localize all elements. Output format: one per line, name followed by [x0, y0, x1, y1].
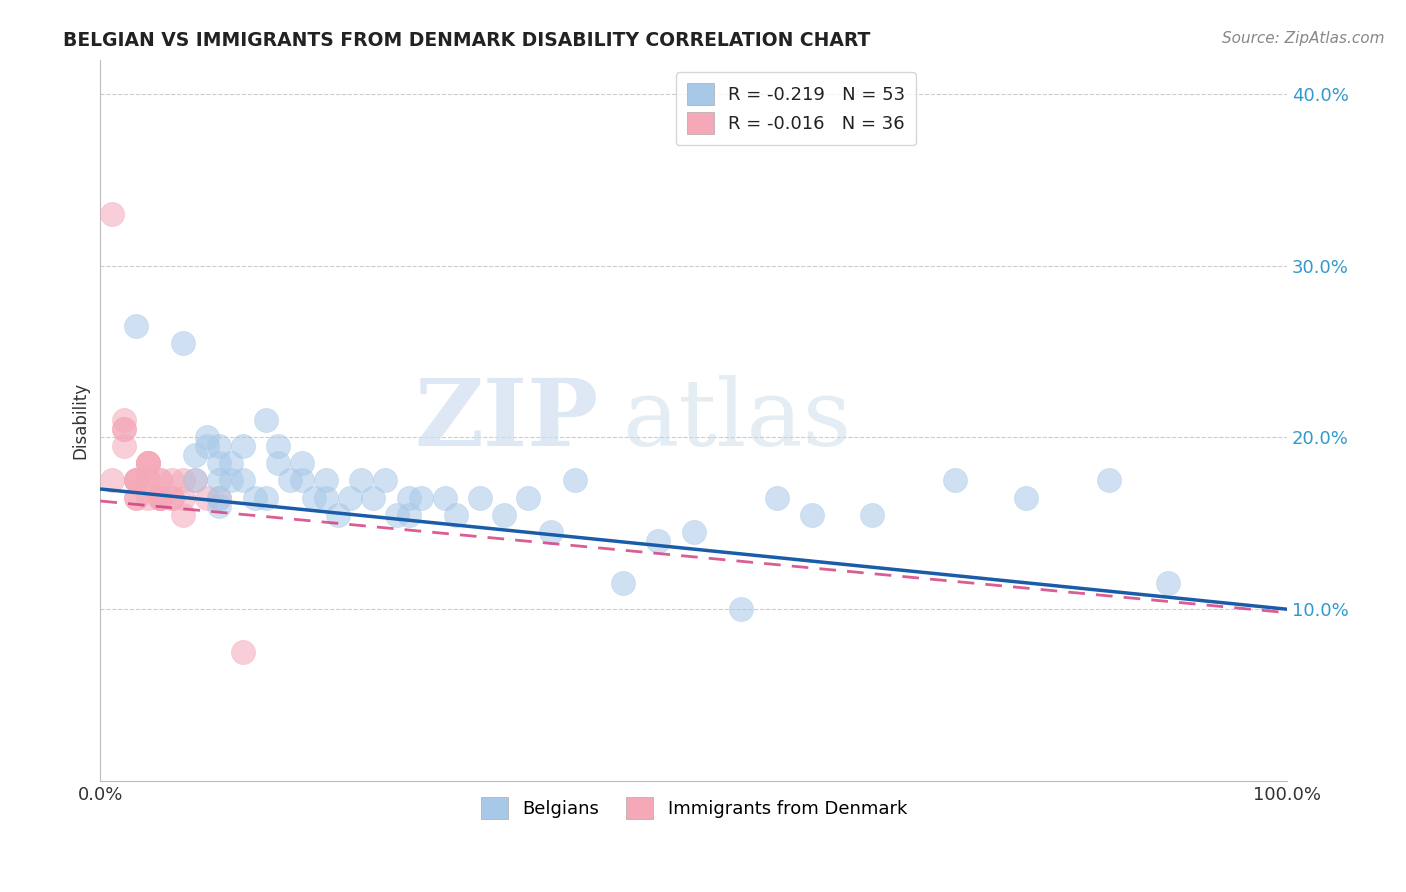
Point — [612, 576, 634, 591]
Point — [1015, 491, 1038, 505]
Point — [149, 491, 172, 505]
Point — [208, 491, 231, 505]
Point — [350, 474, 373, 488]
Text: Source: ZipAtlas.com: Source: ZipAtlas.com — [1222, 31, 1385, 46]
Point — [208, 456, 231, 470]
Point — [315, 491, 337, 505]
Point — [398, 508, 420, 522]
Text: BELGIAN VS IMMIGRANTS FROM DENMARK DISABILITY CORRELATION CHART: BELGIAN VS IMMIGRANTS FROM DENMARK DISAB… — [63, 31, 870, 50]
Point — [291, 474, 314, 488]
Point — [730, 602, 752, 616]
Point — [315, 474, 337, 488]
Point — [125, 474, 148, 488]
Point — [112, 422, 135, 436]
Point — [149, 491, 172, 505]
Point — [112, 422, 135, 436]
Point — [112, 439, 135, 453]
Legend: Belgians, Immigrants from Denmark: Belgians, Immigrants from Denmark — [474, 789, 914, 826]
Point — [446, 508, 468, 522]
Point — [232, 474, 254, 488]
Point — [765, 491, 787, 505]
Point — [136, 456, 159, 470]
Point — [208, 439, 231, 453]
Point — [267, 456, 290, 470]
Point — [125, 474, 148, 488]
Point — [125, 318, 148, 333]
Point — [564, 474, 586, 488]
Text: atlas: atlas — [623, 376, 852, 466]
Point — [172, 336, 194, 351]
Point — [540, 524, 562, 539]
Point — [1098, 474, 1121, 488]
Point — [468, 491, 491, 505]
Point — [492, 508, 515, 522]
Point — [232, 645, 254, 659]
Point — [136, 456, 159, 470]
Point — [398, 491, 420, 505]
Point — [136, 456, 159, 470]
Point — [184, 448, 207, 462]
Point — [1157, 576, 1180, 591]
Point — [256, 491, 278, 505]
Point — [125, 491, 148, 505]
Text: ZIP: ZIP — [415, 376, 599, 466]
Point — [136, 491, 159, 505]
Point — [101, 474, 124, 488]
Point — [125, 491, 148, 505]
Point — [112, 413, 135, 427]
Point — [433, 491, 456, 505]
Point — [208, 474, 231, 488]
Point — [232, 439, 254, 453]
Point — [195, 430, 218, 444]
Point — [195, 439, 218, 453]
Point — [385, 508, 408, 522]
Point — [136, 456, 159, 470]
Point — [172, 491, 194, 505]
Point — [302, 491, 325, 505]
Point — [219, 456, 242, 470]
Point — [256, 413, 278, 427]
Point — [136, 474, 159, 488]
Point — [374, 474, 396, 488]
Point — [184, 474, 207, 488]
Point — [278, 474, 301, 488]
Point — [339, 491, 361, 505]
Point — [516, 491, 538, 505]
Point — [243, 491, 266, 505]
Point — [208, 491, 231, 505]
Point — [160, 491, 183, 505]
Point — [267, 439, 290, 453]
Point — [219, 474, 242, 488]
Point — [172, 508, 194, 522]
Point — [326, 508, 349, 522]
Point — [682, 524, 704, 539]
Point — [195, 491, 218, 505]
Point — [801, 508, 824, 522]
Point — [125, 474, 148, 488]
Point — [149, 474, 172, 488]
Point — [860, 508, 883, 522]
Point — [184, 474, 207, 488]
Point — [101, 207, 124, 221]
Point — [160, 474, 183, 488]
Point — [208, 499, 231, 513]
Y-axis label: Disability: Disability — [72, 382, 89, 458]
Point — [136, 474, 159, 488]
Point — [363, 491, 385, 505]
Point — [149, 474, 172, 488]
Point — [409, 491, 432, 505]
Point — [160, 491, 183, 505]
Point — [149, 491, 172, 505]
Point — [149, 491, 172, 505]
Point — [172, 474, 194, 488]
Point — [149, 491, 172, 505]
Point — [125, 474, 148, 488]
Point — [647, 533, 669, 548]
Point — [943, 474, 966, 488]
Point — [291, 456, 314, 470]
